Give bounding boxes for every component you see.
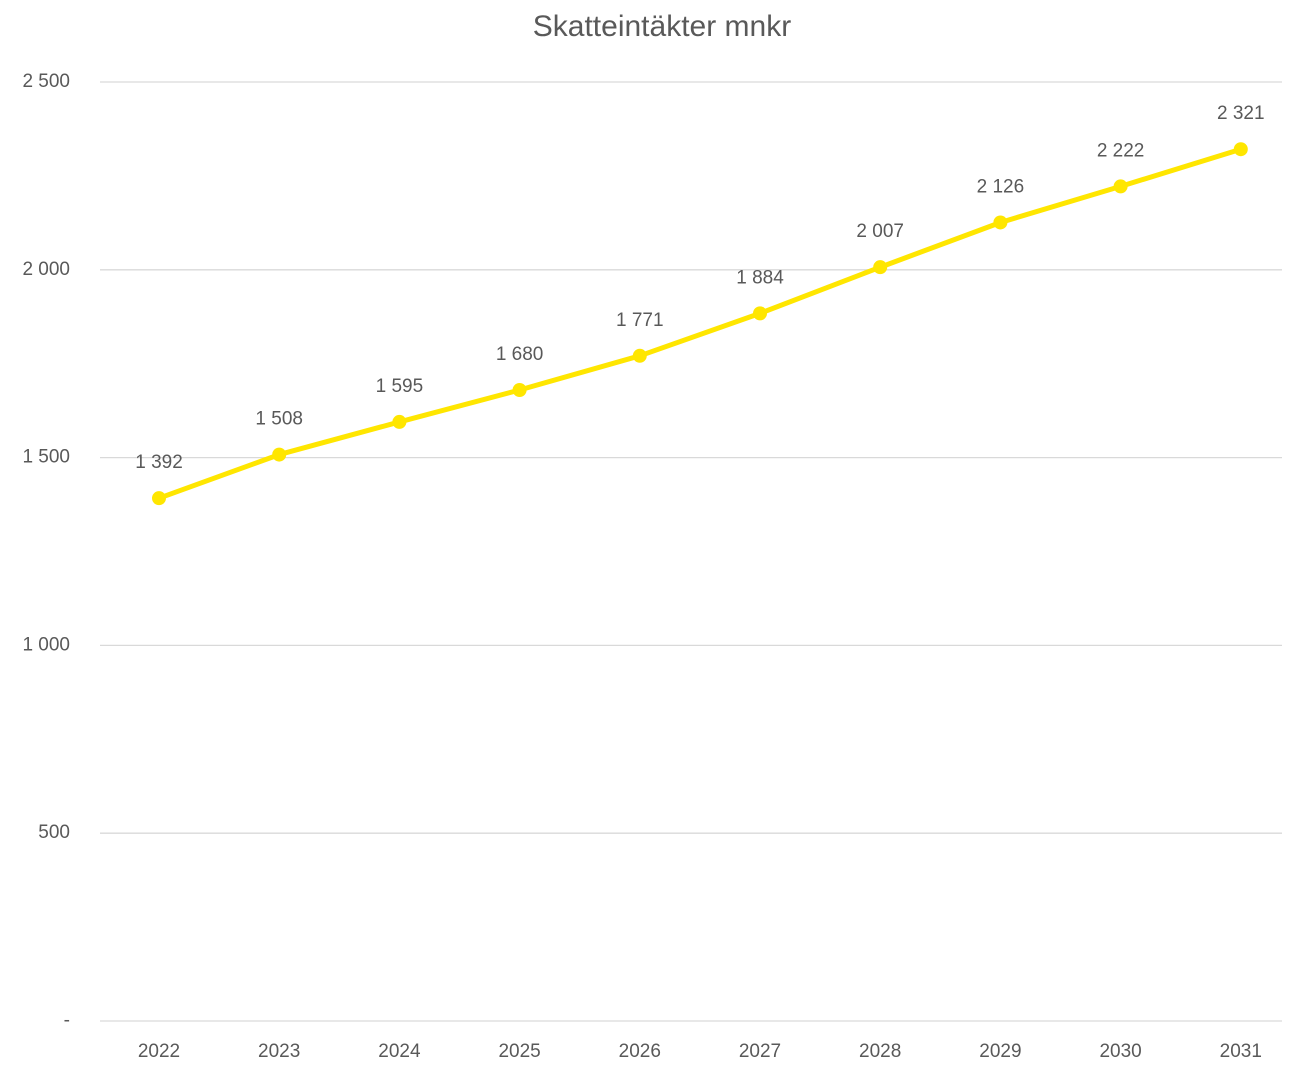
data-label: 2 222 [1097,140,1145,161]
point [632,348,647,363]
y-tick-label: 2 000 [22,259,70,280]
data-label: 2 007 [856,221,904,242]
point [392,414,407,429]
data-label: 2 126 [977,176,1025,197]
point [512,382,527,397]
x-tick-label: 2031 [1220,1041,1262,1062]
y-tick-label: - [64,1010,70,1031]
y-tick-label: 500 [38,822,70,843]
y-tick-label: 1 000 [22,634,70,655]
data-label: 1 680 [496,344,544,365]
x-tick-label: 2024 [378,1041,421,1062]
x-tick-label: 2026 [619,1041,661,1062]
data-label: 1 595 [376,376,424,397]
y-tick-label: 2 500 [22,71,70,92]
data-label: 1 884 [736,267,784,288]
point [993,215,1008,230]
data-label: 1 771 [616,310,664,331]
x-tick-label: 2023 [258,1041,300,1062]
point [272,447,287,462]
x-tick-label: 2030 [1099,1041,1141,1062]
x-tick-label: 2028 [859,1041,901,1062]
data-label: 1 508 [255,409,303,430]
point [873,260,888,275]
grid [100,81,1282,1022]
x-tick-label: 2027 [739,1041,781,1062]
x-tick-label: 2025 [498,1041,540,1062]
data-label: 1 392 [135,452,183,473]
y-tick-label: 1 500 [22,447,70,468]
point [152,491,166,506]
line [158,146,1242,501]
data-label: 2 321 [1217,103,1265,124]
point [1113,179,1128,194]
x-tick-label: 2022 [138,1041,180,1062]
point [1233,142,1248,157]
chart-title: Skatteintäkter mnkr [533,10,791,43]
point [753,306,767,321]
x-tick-label: 2029 [979,1041,1021,1062]
